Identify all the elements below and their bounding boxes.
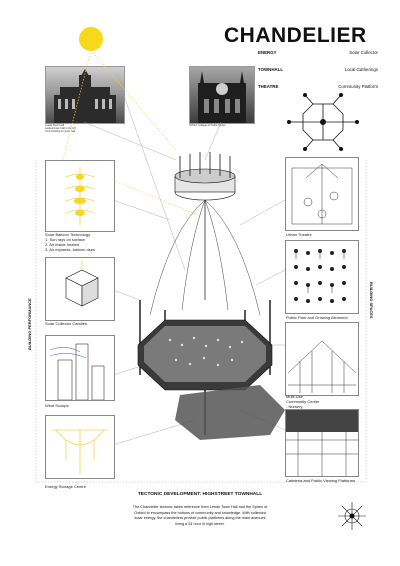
oxford-spires-photo (189, 66, 255, 124)
chandelier-illustration (137, 152, 285, 440)
left-panel-label-wind-scoops: Wind Scoops (45, 403, 69, 408)
plan-diagram (287, 93, 359, 151)
right-panel-label-community-centre: Multi-Use Community Centre - Nursery (286, 394, 320, 409)
section-title: TECTONIC DEVELOPMENT: HIGHSTREET TOWNHAL… (137, 492, 263, 497)
right-panel-urban-theatre (285, 157, 359, 231)
right-panel-cafeteria (285, 409, 359, 477)
left-panel-energy-storage (45, 415, 115, 479)
right-panel-label-cafeteria: Cafeteria and Public Viewing Platforms (286, 478, 356, 483)
leeds-photo-caption: Leeds Town Hall Largest town hall in the… (45, 124, 76, 133)
right-panel-label-public-park: Public Park and Growing Allotment (286, 315, 348, 320)
legend-row-townhall: TOWNHALL Local Gatherings (258, 67, 378, 72)
left-panel-solar-balloon (45, 160, 115, 232)
left-panel-label-solar-balloon: Solar Balloon Technology 1. Sun rays on … (45, 232, 96, 252)
side-label-building-spaces: BUILDING SPACES (369, 282, 374, 319)
compass-rose-icon (338, 502, 366, 530)
right-panel-community-centre (285, 322, 359, 396)
left-panel-collector-candles (45, 257, 115, 321)
left-panel-label-collector-candles: Solar Collector Candles (45, 321, 88, 326)
right-panel-label-urban-theatre: Urban Theatre (286, 232, 312, 237)
legend-row-theatre: THEATRE Community Platform (258, 84, 378, 89)
page-title: CHANDELIER (224, 24, 367, 47)
right-panel-public-park (285, 240, 359, 314)
leeds-town-hall-photo (45, 66, 125, 124)
oxford-photo-caption: Oxford, College of Keble Spires (189, 124, 226, 127)
legend-row-energy: ENERGY Solar Collector (258, 50, 378, 55)
side-label-building-performance: BUILDING PERFORMANCE (27, 298, 32, 350)
left-panel-label-energy-storage: Energy Storage Centre (45, 484, 86, 489)
legend: ENERGY Solar Collector TOWNHALL Local Gath… (258, 50, 378, 101)
left-panel-wind-scoops (45, 335, 115, 401)
sun-icon (79, 27, 103, 51)
section-description: The Chandelier tectonic takes reference … (132, 505, 268, 526)
